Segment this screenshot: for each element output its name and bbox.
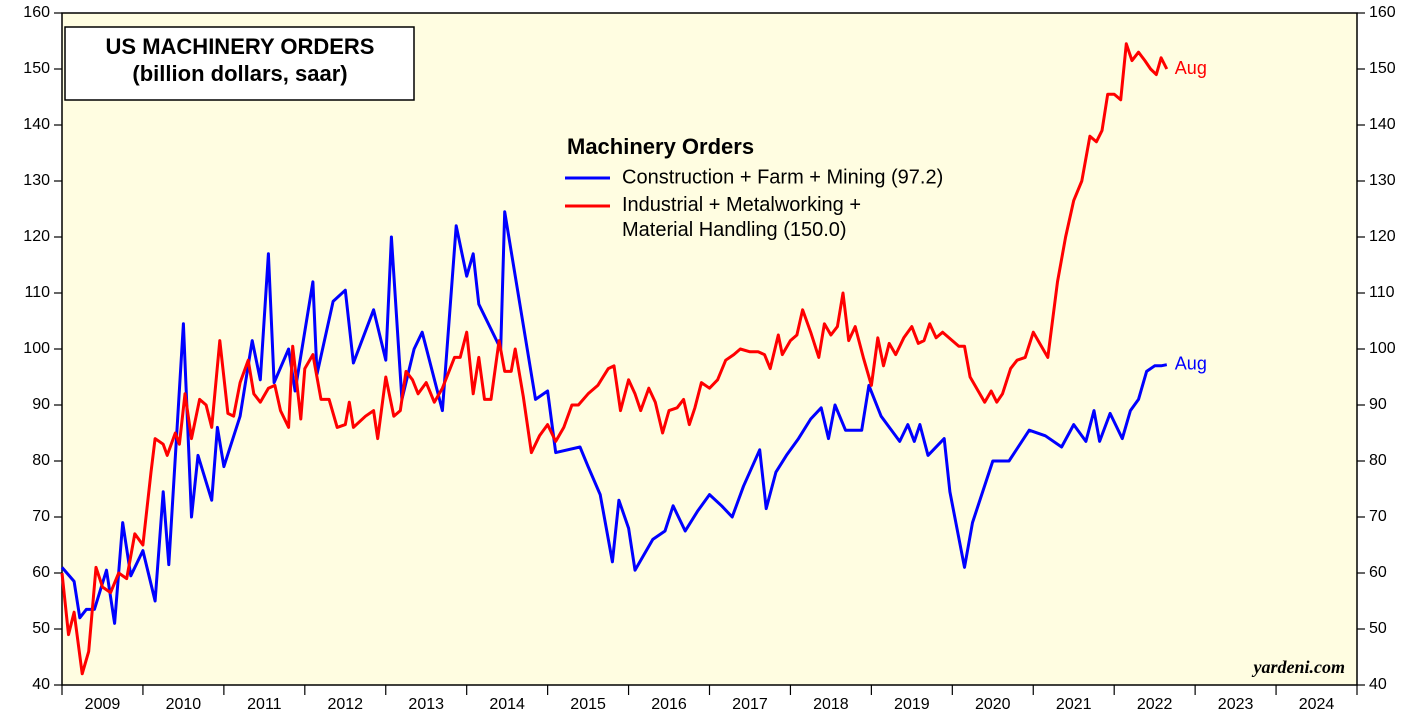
series-line [60,42,1169,676]
x-tick-label: 2016 [651,696,687,713]
series-end-label: Aug [1175,353,1207,373]
y-tick-label: 160 [23,4,50,21]
x-tick-label: 2023 [1218,696,1254,713]
x-tick-label: 2021 [1056,696,1092,713]
y2-tick-label: 100 [1369,340,1396,357]
y-tick-label: 70 [32,508,50,525]
x-tick-label: 2015 [570,696,606,713]
y-tick-label: 140 [23,116,50,133]
y2-tick-label: 70 [1369,508,1387,525]
y-tick-label: 60 [32,564,50,581]
y-tick-label: 120 [23,228,50,245]
y-tick-label: 80 [32,452,50,469]
y-tick-label: 150 [23,60,50,77]
y2-tick-label: 80 [1369,452,1387,469]
legend-title: Machinery Orders [567,134,754,159]
y-tick-label: 40 [32,676,50,693]
title-box [64,26,415,101]
y-tick-label: 90 [32,396,50,413]
y2-tick-label: 60 [1369,564,1387,581]
x-tick-label: 2024 [1299,696,1335,713]
series-end-label: Aug [1175,58,1207,78]
y2-tick-label: 50 [1369,620,1387,637]
source: yardeni.com [1252,657,1346,677]
legend-label: Industrial + Metalworking + Material Hand… [622,194,861,241]
x-tick-label: 2019 [894,696,930,713]
y2-tick-label: 110 [1369,284,1395,301]
y2-tick-label: 130 [1369,172,1396,189]
y2-tick-label: 160 [1369,4,1396,21]
y2-tick-label: 120 [1369,228,1396,245]
chart-title: US MACHINERY ORDERS [106,34,375,59]
y2-tick-label: 90 [1369,396,1387,413]
y-tick-label: 130 [23,172,50,189]
x-tick-label: 2022 [1137,696,1173,713]
x-tick-label: 2012 [327,696,363,713]
x-tick-label: 2018 [813,696,849,713]
y-tick-label: 110 [24,284,50,301]
legend-label: Construction + Farm + Mining (97.2) [622,166,943,188]
x-tick-label: 2013 [408,696,444,713]
y2-tick-label: 140 [1369,116,1396,133]
x-tick-label: 2020 [975,696,1011,713]
x-tick-label: 2014 [489,696,525,713]
x-tick-label: 2009 [85,696,121,713]
x-tick-label: 2011 [247,696,282,713]
chart-subtitle: (billion dollars, saar) [132,61,347,86]
series-line [60,210,1168,625]
y2-tick-label: 150 [1369,60,1396,77]
y-tick-label: 50 [32,620,50,637]
x-tick-label: 2010 [166,696,202,713]
plot-area [61,12,1358,686]
x-tick-label: 2017 [732,696,768,713]
y2-tick-label: 40 [1369,676,1387,693]
y-tick-label: 100 [23,340,50,357]
